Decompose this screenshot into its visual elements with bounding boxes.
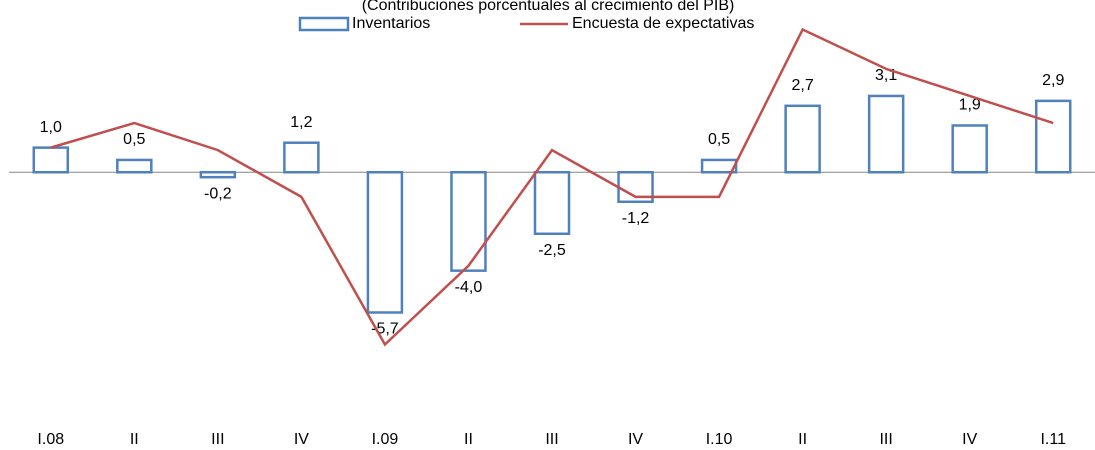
legend-swatch xyxy=(298,16,350,32)
bar xyxy=(533,170,571,236)
data-label: 0,5 xyxy=(123,131,145,148)
data-label: 2,7 xyxy=(791,77,813,94)
x-tick-label: I.11 xyxy=(1040,431,1066,448)
bar xyxy=(116,158,153,174)
x-tick-label: I.09 xyxy=(372,431,399,448)
bar xyxy=(867,94,905,174)
bar xyxy=(1034,99,1072,174)
x-tick-label: IV xyxy=(294,431,309,448)
line xyxy=(50,27,1054,347)
data-label: -0,2 xyxy=(204,185,232,202)
x-tick-label: II xyxy=(464,431,473,448)
data-label: 1,2 xyxy=(290,114,312,131)
x-tick-label: III xyxy=(545,431,558,448)
x-tick-label: II xyxy=(130,431,139,448)
bar xyxy=(450,170,487,272)
x-tick-label: II xyxy=(798,431,807,448)
data-label: 0,5 xyxy=(708,131,730,148)
chart-subtitle: (Contribuciones porcentuales al crecimie… xyxy=(362,0,735,14)
x-tick-label: IV xyxy=(628,431,643,448)
x-tick-label: I.10 xyxy=(706,431,733,448)
bar xyxy=(32,146,70,174)
bar xyxy=(199,170,237,179)
bar xyxy=(951,124,988,174)
x-tick-label: I.08 xyxy=(37,431,64,448)
data-label: -2,5 xyxy=(538,242,566,259)
data-label: 1,9 xyxy=(959,97,981,114)
legend-label: Inventarios xyxy=(352,15,430,32)
bar xyxy=(283,141,320,174)
x-tick-label: IV xyxy=(962,431,977,448)
x-tick-label: III xyxy=(879,431,892,448)
bar xyxy=(784,104,821,174)
data-label: -4,0 xyxy=(455,279,483,296)
legend-label: Encuesta de expectativas xyxy=(572,15,754,32)
data-label: 1,0 xyxy=(40,119,62,136)
bar xyxy=(366,170,404,314)
data-label: -1,2 xyxy=(622,210,650,227)
x-tick-label: III xyxy=(211,431,224,448)
bar xyxy=(700,158,738,174)
data-label: 2,9 xyxy=(1042,72,1064,89)
